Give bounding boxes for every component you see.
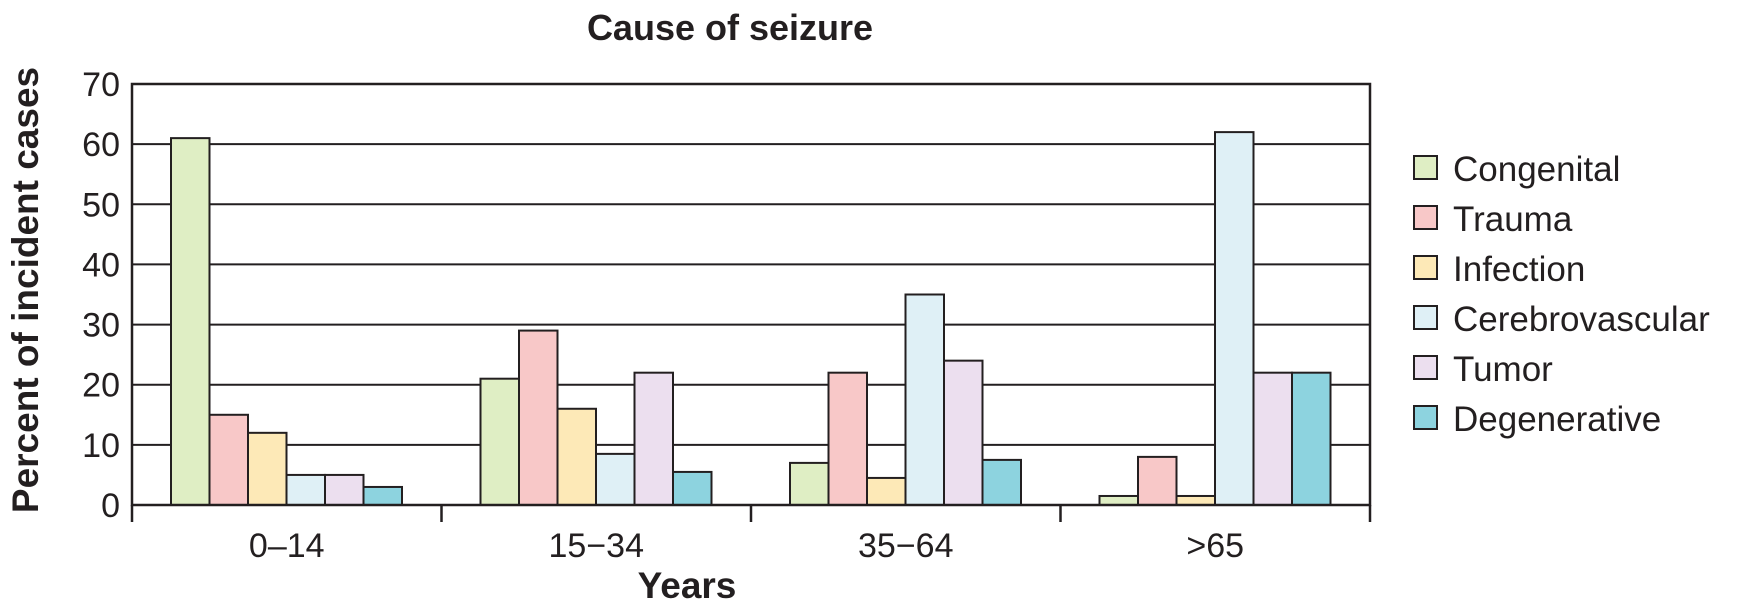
y-axis-title: Percent of incident cases [5,67,46,513]
y-tick-label: 40 [82,246,120,284]
legend-label-infection: Infection [1453,250,1585,289]
x-axis-title: Years [638,565,737,606]
bar-congenital-1 [479,377,520,507]
legend-label-tumor: Tumor [1453,350,1553,389]
y-tick-label: 50 [82,186,120,224]
gridlines [132,143,1370,446]
bar-infection-0 [247,431,288,507]
legend-label-trauma: Trauma [1453,200,1573,239]
y-tick-label: 0 [101,487,120,525]
bar-cerebrovascular-1 [595,452,636,506]
bar-infection-3 [1175,494,1216,507]
bar-tumor-0 [324,473,365,506]
bar-cerebrovascular-3 [1214,131,1255,506]
bar-infection-2 [866,476,907,506]
legend-swatch-infection [1413,255,1438,280]
bar-degenerative-0 [362,485,403,507]
bar-degenerative-1 [672,470,713,506]
bar-degenerative-2 [981,458,1022,506]
bar-cerebrovascular-2 [904,293,945,506]
bar-tumor-3 [1252,371,1293,506]
bar-infection-1 [556,407,597,506]
bar-trauma-0 [208,413,249,506]
legend-swatch-tumor [1413,355,1438,380]
bar-congenital-0 [170,137,211,506]
bar-degenerative-3 [1291,371,1332,506]
bar-tumor-1 [633,371,674,506]
legend-swatch-trauma [1413,205,1438,230]
y-tick-label: 70 [82,66,120,104]
bar-trauma-3 [1137,455,1178,506]
plot-frame [130,82,1372,507]
legend-swatch-congenital [1413,155,1438,180]
x-tick-label: 15−34 [549,527,645,565]
bar-trauma-1 [518,329,559,507]
y-tick-label: 10 [82,427,120,465]
chart-title: Cause of seizure [587,7,873,48]
legend: Congenital Trauma Infection Cerebrovascular… [1413,150,1710,439]
legend-label-degenerative: Degenerative [1453,400,1661,439]
y-tick-label: 20 [82,367,120,405]
legend-swatch-cerebrovascular [1413,305,1438,330]
y-tick-label: 30 [82,307,120,345]
bar-cerebrovascular-0 [285,473,326,506]
bar-congenital-3 [1098,494,1139,507]
y-tick-label: 60 [82,126,120,164]
legend-label-congenital: Congenital [1453,150,1620,189]
bar-congenital-2 [789,461,830,506]
x-tick-label: 35−64 [858,527,954,565]
legend-label-cerebrovascular: Cerebrovascular [1453,300,1710,339]
legend-swatch-degenerative [1413,405,1438,430]
bars [170,131,1332,507]
axes: 0 10 20 30 40 50 60 70 0–14 15−34 35−64 >65 [82,66,1372,565]
x-tick-label: 0–14 [249,527,325,565]
bar-tumor-2 [943,359,984,506]
x-tick-label: >65 [1186,527,1244,565]
bar-trauma-2 [827,371,868,506]
